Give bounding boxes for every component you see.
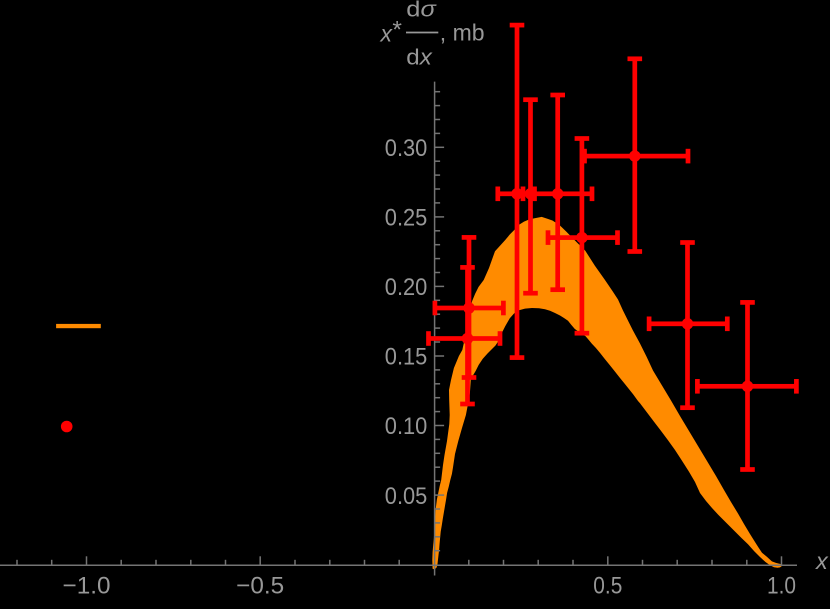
svg-text:, mb: , mb [440,20,485,46]
svg-text:0.15: 0.15 [385,344,428,371]
svg-text:dx: dx [406,44,433,69]
svg-text:0.05: 0.05 [385,483,428,510]
svg-text:*: * [392,17,402,44]
svg-text:dσ: dσ [406,0,436,22]
svg-text:−0.5: −0.5 [236,573,284,600]
svg-text:0.20: 0.20 [385,274,428,301]
svg-text:0.30: 0.30 [385,135,428,162]
svg-text:0.10: 0.10 [385,413,428,440]
svg-text:x: x [380,21,394,47]
svg-text:x: x [815,548,829,574]
svg-text:1.0: 1.0 [767,573,796,600]
svg-text:0.5: 0.5 [593,573,622,600]
svg-text:−1.0: −1.0 [63,573,111,600]
svg-text:0.25: 0.25 [385,205,428,232]
